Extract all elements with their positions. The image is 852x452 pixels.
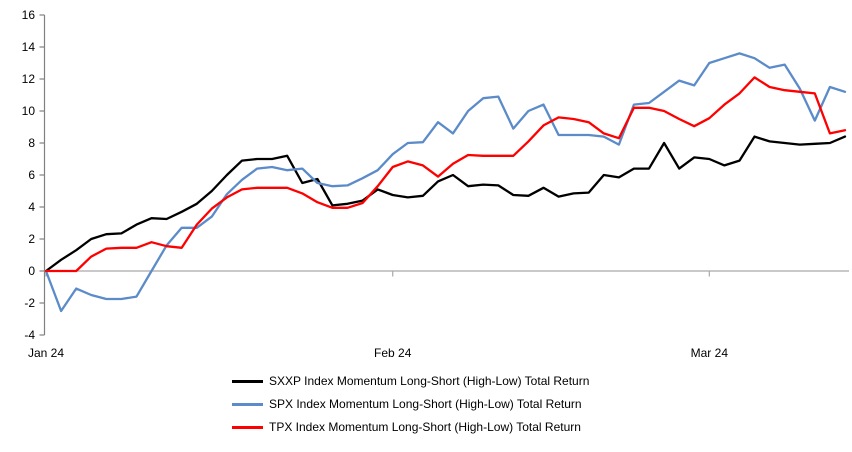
x-axis-label: Jan 24 — [28, 346, 64, 360]
y-axis-label: -4 — [24, 328, 35, 342]
legend-item-sxxp: SXXP Index Momentum Long-Short (High-Low… — [232, 374, 589, 388]
y-axis-label: 0 — [28, 264, 35, 278]
legend-line-spx-icon — [232, 402, 263, 406]
y-axis-label: 12 — [22, 72, 36, 86]
series-line-tpx — [44, 76, 847, 273]
y-axis-label: 8 — [28, 136, 35, 150]
y-axis-label: 4 — [28, 200, 35, 214]
y-axis-label: -2 — [24, 296, 35, 310]
y-axis-label: 6 — [28, 168, 35, 182]
legend-label-tpx: TPX Index Momentum Long-Short (High-Low)… — [269, 420, 581, 434]
legend-item-tpx: TPX Index Momentum Long-Short (High-Low)… — [232, 420, 589, 434]
legend-line-tpx-icon — [232, 425, 263, 429]
x-axis-label: Feb 24 — [374, 346, 412, 360]
y-axis-label: 16 — [22, 8, 36, 22]
legend-label-spx: SPX Index Momentum Long-Short (High-Low)… — [269, 397, 582, 411]
series-line-spx — [44, 52, 847, 313]
legend-label-sxxp: SXXP Index Momentum Long-Short (High-Low… — [269, 374, 590, 388]
y-axis-label: 14 — [22, 40, 36, 54]
y-axis-label: 10 — [22, 104, 36, 118]
legend-line-sxxp-icon — [232, 379, 263, 383]
legend: SXXP Index Momentum Long-Short (High-Low… — [232, 374, 589, 434]
x-axis-label: Mar 24 — [691, 346, 729, 360]
legend-item-spx: SPX Index Momentum Long-Short (High-Low)… — [232, 397, 589, 411]
y-axis-label: 2 — [28, 232, 35, 246]
series-line-sxxp — [44, 135, 847, 273]
